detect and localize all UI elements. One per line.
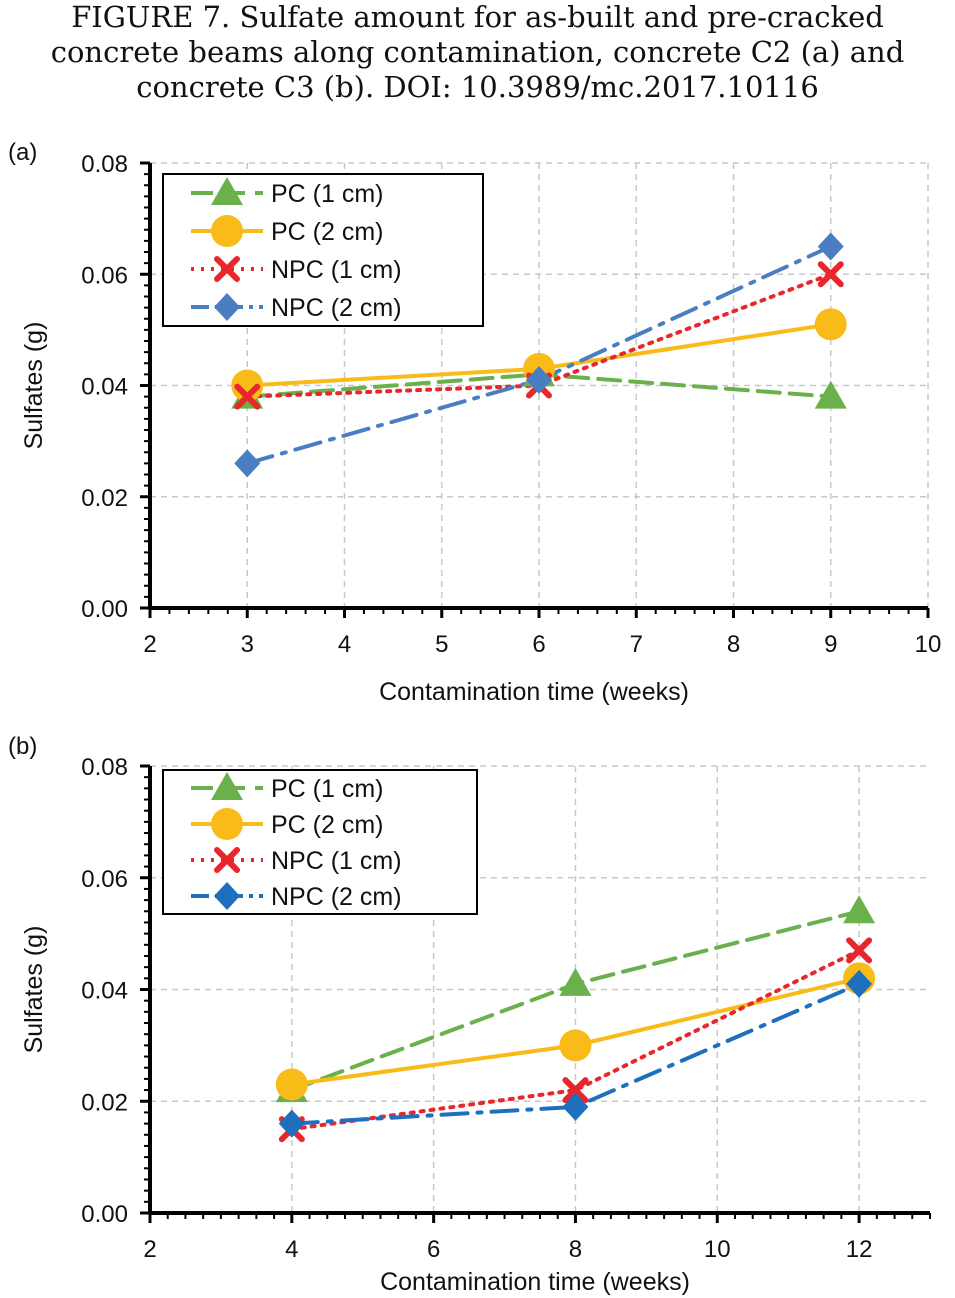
data-point [843,895,876,924]
caption-line-2: concrete beams along contamination, conc… [50,35,905,69]
legend-label: PC (1 cm) [271,180,384,208]
x-tick-label: 6 [532,631,545,658]
legend-marker [214,256,240,282]
legend: PC (1 cm) PC (2 cm) NPC (1 cm) NPC (2 cm) [162,173,484,327]
x-tick-label: 2 [143,631,156,658]
x-axis-label: Contamination time (weeks) [379,678,689,706]
data-point [234,383,261,410]
x-tick-label: 7 [630,631,643,658]
x-tick-label: 4 [338,631,351,658]
x-tick-label: 8 [727,631,740,658]
legend-label: PC (2 cm) [271,218,384,246]
y-axis-label: Sulfates (g) [20,322,48,450]
x-tick-label: 9 [824,631,837,658]
data-point [814,308,847,341]
figure-caption: FIGURE 7. Sulfate amount for as-built an… [0,0,955,105]
x-tick-label: 10 [915,631,942,658]
legend-marker [214,847,240,873]
data-point [846,937,873,964]
y-axis-label: Sulfates (g) [20,926,48,1054]
legend-label: PC (2 cm) [271,811,384,839]
data-point [817,261,844,288]
x-tick-label: 3 [241,631,254,658]
x-tick-label: 8 [569,1236,582,1263]
data-point [562,1077,589,1104]
data-point [559,1029,592,1062]
legend-label: NPC (1 cm) [271,847,402,875]
panel-label: (a) [8,139,37,166]
legend-marker [211,808,243,840]
data-point [846,969,873,998]
x-tick-label: 4 [285,1236,298,1263]
caption-line-1: FIGURE 7. Sulfate amount for as-built an… [71,0,884,34]
chart-panel-a: 2 3 4 5 6 7 8 9 10 0.00 0.02 0.04 0.06 0.08 Contaminat… [8,139,941,706]
legend-label: NPC (2 cm) [271,294,402,322]
data-point [559,967,592,996]
y-tick-label: 0.02 [81,1089,128,1116]
data-point [275,1068,308,1101]
x-axis-label: Contamination time (weeks) [380,1268,690,1296]
x-tick-label: 5 [435,631,448,658]
caption-line-3: concrete C3 (b). DOI: 10.3989/mc.2017.10… [136,70,819,104]
chart-panel-b: 2 4 6 8 10 12 0.00 0.02 0.04 0.06 0.08 Contaminatio… [8,733,931,1296]
y-tick-label: 0.06 [81,262,128,289]
data-point [526,365,552,394]
y-tick-label: 0.08 [81,754,128,781]
y-tick-label: 0.04 [81,978,128,1005]
legend-label: NPC (1 cm) [271,256,402,284]
legend-marker [211,177,243,205]
x-tick-label: 6 [427,1236,440,1263]
legend-marker [211,772,243,800]
data-point [562,1092,589,1121]
y-tick-label: 0.00 [81,596,128,623]
data-point [234,449,261,478]
legend-label: PC (1 cm) [271,775,384,803]
data-point [817,232,844,261]
y-tick-label: 0.06 [81,866,128,893]
legend-marker [214,293,240,321]
legend: PC (1 cm) PC (2 cm) NPC (1 cm) NPC (2 cm) [162,769,478,915]
x-tick-label: 12 [846,1236,873,1263]
legend-marker [211,215,243,247]
y-tick-label: 0.02 [81,485,128,512]
data-point [278,1109,305,1138]
panel-label: (b) [8,733,37,760]
data-point [231,369,264,402]
y-tick-label: 0.00 [81,1201,128,1228]
y-tick-label: 0.04 [81,374,128,401]
x-tick-label: 10 [704,1236,731,1263]
x-tick-label: 2 [143,1236,156,1263]
legend-marker [214,882,240,910]
legend-label: NPC (2 cm) [271,883,402,911]
y-tick-label: 0.08 [81,151,128,178]
data-point [814,380,847,409]
